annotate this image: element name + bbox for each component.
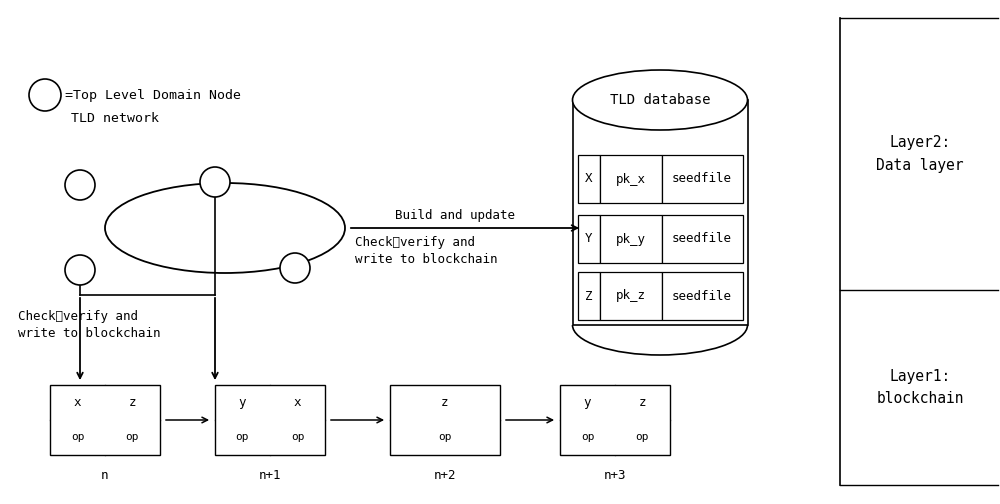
Bar bbox=[662, 272, 742, 320]
Text: Build and update: Build and update bbox=[395, 209, 515, 222]
Text: z: z bbox=[129, 396, 136, 409]
Text: Z: Z bbox=[585, 289, 592, 302]
Text: op: op bbox=[581, 432, 594, 443]
Ellipse shape bbox=[572, 70, 748, 130]
Text: TLD network: TLD network bbox=[71, 112, 159, 125]
Text: n+2: n+2 bbox=[434, 469, 456, 482]
Text: z: z bbox=[441, 396, 449, 409]
Text: seedfile: seedfile bbox=[672, 172, 732, 185]
Circle shape bbox=[65, 170, 95, 200]
Text: x: x bbox=[74, 396, 81, 409]
Text: Layer2:
Data layer: Layer2: Data layer bbox=[876, 136, 964, 172]
Bar bbox=[578, 215, 600, 263]
Text: op: op bbox=[438, 432, 452, 443]
Text: Layer1:
blockchain: Layer1: blockchain bbox=[876, 369, 964, 406]
Text: op: op bbox=[71, 432, 84, 443]
Bar bbox=[662, 215, 742, 263]
Text: seedfile: seedfile bbox=[672, 232, 732, 245]
Bar bbox=[600, 155, 662, 203]
Bar bbox=[578, 155, 600, 203]
Bar bbox=[578, 272, 600, 320]
Bar bbox=[50, 385, 160, 455]
Bar bbox=[662, 155, 742, 203]
Text: op: op bbox=[291, 432, 304, 443]
Bar bbox=[572, 100, 748, 325]
Text: Check、verify and
write to blockchain: Check、verify and write to blockchain bbox=[355, 236, 498, 266]
Text: pk_z: pk_z bbox=[616, 289, 646, 302]
Text: seedfile: seedfile bbox=[672, 289, 732, 302]
Circle shape bbox=[200, 167, 230, 197]
Bar bbox=[600, 215, 662, 263]
Text: op: op bbox=[236, 432, 249, 443]
Bar bbox=[215, 385, 325, 455]
Text: n: n bbox=[101, 469, 109, 482]
Bar bbox=[560, 385, 670, 455]
Text: TLD database: TLD database bbox=[610, 93, 710, 107]
Text: X: X bbox=[585, 172, 592, 185]
Text: op: op bbox=[126, 432, 139, 443]
Circle shape bbox=[29, 79, 61, 111]
Text: y: y bbox=[584, 396, 591, 409]
Text: n+1: n+1 bbox=[259, 469, 281, 482]
Circle shape bbox=[280, 253, 310, 283]
Text: z: z bbox=[639, 396, 646, 409]
Circle shape bbox=[65, 255, 95, 285]
Text: Y: Y bbox=[585, 232, 592, 245]
Text: =Top Level Domain Node: =Top Level Domain Node bbox=[65, 89, 241, 101]
Text: n+3: n+3 bbox=[604, 469, 626, 482]
Text: y: y bbox=[239, 396, 246, 409]
Text: op: op bbox=[636, 432, 649, 443]
Text: pk_y: pk_y bbox=[616, 232, 646, 245]
Text: x: x bbox=[294, 396, 301, 409]
Text: Check、verify and
write to blockchain: Check、verify and write to blockchain bbox=[18, 310, 160, 340]
Bar bbox=[390, 385, 500, 455]
Bar bbox=[600, 272, 662, 320]
Text: pk_x: pk_x bbox=[616, 172, 646, 185]
